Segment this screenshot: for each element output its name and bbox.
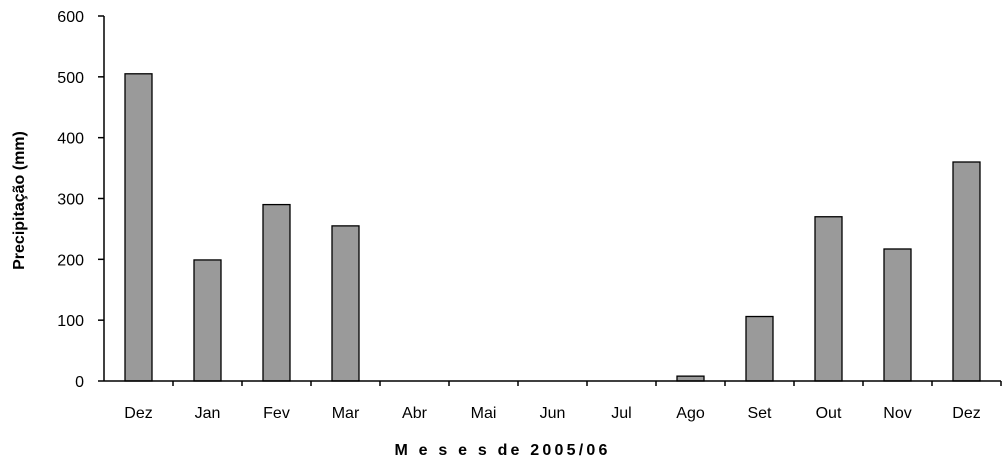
x-tick-label: Out	[816, 405, 842, 422]
y-tick-label: 400	[57, 131, 84, 148]
x-tick-label: Dez	[952, 405, 980, 422]
y-tick-label: 500	[57, 70, 84, 87]
y-tick-label: 600	[57, 9, 84, 26]
y-tick-label: 200	[57, 252, 84, 269]
x-tick-label: Dez	[124, 405, 152, 422]
x-tick-label: Jun	[540, 405, 566, 422]
y-tick-label: 0	[75, 374, 84, 391]
y-axis-title: Precipitação (mm)	[11, 131, 28, 270]
y-tick-label: 100	[57, 313, 84, 330]
x-axis-title: M e s e s de 2005/06	[394, 442, 610, 459]
bar-out-10	[814, 216, 843, 382]
bar-fev-2	[262, 203, 291, 382]
x-tick-label: Fev	[263, 405, 290, 422]
x-tick-label: Ago	[676, 405, 705, 422]
x-tick-label: Jul	[611, 405, 631, 422]
y-axis-ticks: 0 100 200 300 400 500 600	[57, 9, 104, 391]
x-tick-label: Nov	[883, 405, 911, 422]
x-tick-label: Mai	[471, 405, 497, 422]
bars	[124, 73, 981, 382]
bar-dez-0	[124, 73, 153, 382]
x-tick-label: Jan	[195, 405, 221, 422]
bar-nov-11	[883, 248, 912, 382]
bar-dez-12	[952, 161, 981, 382]
bar-mar-3	[331, 225, 360, 382]
x-tick-label: Mar	[332, 405, 360, 422]
x-tick-label: Set	[747, 405, 772, 422]
bar-set-9	[745, 315, 774, 382]
x-tick-label: Abr	[402, 405, 428, 422]
y-tick-label: 300	[57, 192, 84, 209]
x-axis-ticks: Dez Jan Fev Mar Abr Mai Jun Jul Ago Set Out Nov Dez	[124, 381, 1002, 422]
bar-jan-1	[193, 259, 222, 382]
